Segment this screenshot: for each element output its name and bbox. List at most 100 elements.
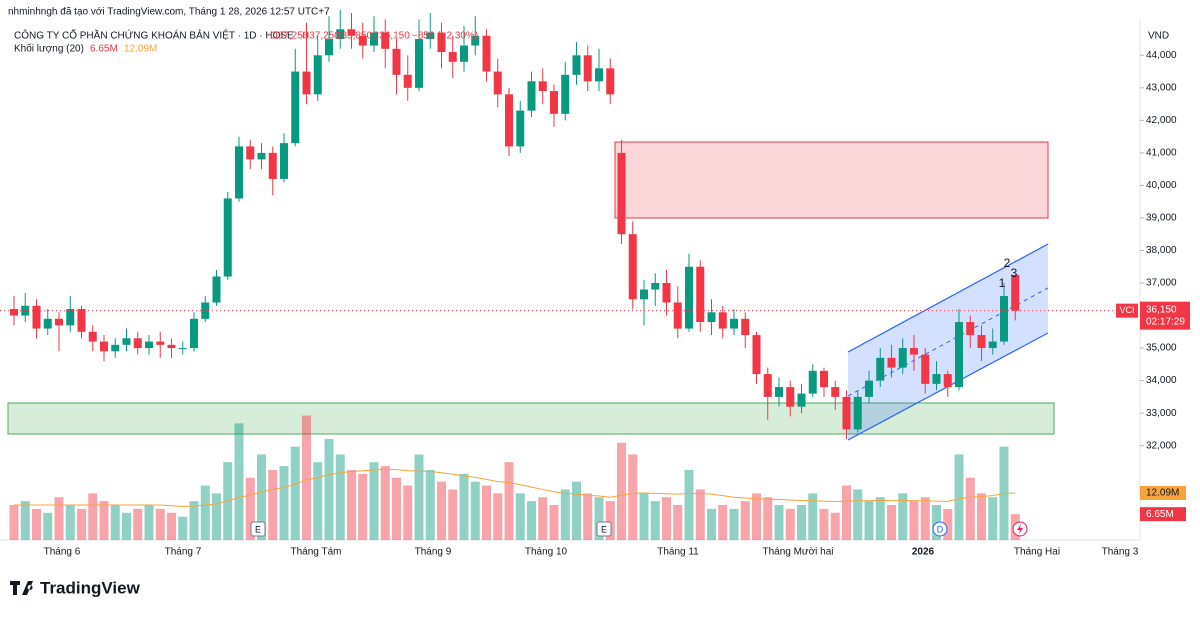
candle-body bbox=[853, 396, 862, 430]
volume-bar bbox=[144, 505, 154, 540]
candle-body bbox=[943, 374, 952, 388]
candle-body bbox=[707, 312, 716, 323]
volume-bar bbox=[313, 462, 323, 540]
volume-bar bbox=[403, 485, 413, 540]
candle-body bbox=[471, 35, 480, 46]
candle-body bbox=[696, 266, 705, 323]
drawings bbox=[7, 141, 1055, 441]
volume-bar bbox=[65, 505, 75, 540]
brand-name: TradingView bbox=[40, 578, 141, 597]
x-tick-label: 2026 bbox=[912, 547, 935, 558]
candle-body bbox=[448, 52, 457, 62]
volume-bar bbox=[448, 489, 458, 540]
volume-bar bbox=[347, 470, 356, 540]
x-tick-label: Tháng 6 bbox=[44, 547, 81, 558]
candle-body bbox=[966, 322, 975, 336]
volume-bar bbox=[943, 508, 953, 540]
volume-bar bbox=[718, 505, 728, 540]
dividend-marker-bg bbox=[932, 521, 948, 537]
wave-label: 2 bbox=[1004, 256, 1011, 270]
candle-body bbox=[88, 331, 97, 342]
volume-bar bbox=[707, 508, 716, 540]
candle-body bbox=[167, 344, 176, 349]
split-icon bbox=[1017, 524, 1023, 534]
volume-bar bbox=[594, 497, 604, 540]
candle-body bbox=[977, 335, 986, 349]
volume-bar bbox=[628, 454, 638, 540]
candle-body bbox=[358, 35, 367, 46]
volume-ma-tag: 12.09M bbox=[1146, 488, 1179, 499]
candle-body bbox=[718, 312, 727, 329]
volume-bar bbox=[290, 446, 300, 540]
candle-body bbox=[808, 370, 817, 394]
volume-bar bbox=[875, 497, 885, 540]
volume-bar bbox=[898, 493, 908, 540]
event-marker: E bbox=[255, 524, 261, 534]
volume-bar bbox=[358, 473, 368, 540]
candle-body bbox=[797, 393, 806, 407]
volume-bar bbox=[20, 501, 30, 540]
volume-bar bbox=[808, 493, 818, 540]
volume-bar bbox=[729, 508, 739, 540]
x-tick-label: Tháng 3 bbox=[1102, 547, 1139, 558]
volume-bar bbox=[977, 493, 986, 540]
countdown: 02:17:29 bbox=[1146, 316, 1185, 327]
volume-bar bbox=[549, 505, 559, 540]
volume-bar bbox=[212, 493, 221, 540]
candle-body bbox=[561, 74, 570, 114]
candle-body bbox=[775, 387, 783, 397]
ohlc-value: H37,250 bbox=[302, 31, 340, 42]
candle-body bbox=[145, 341, 153, 349]
volume-legend-value: 6.65M bbox=[90, 44, 118, 55]
candle-body bbox=[32, 305, 41, 329]
volume-bar bbox=[32, 508, 41, 540]
symbol-tag: VCI bbox=[1119, 305, 1134, 315]
candle-body bbox=[831, 387, 840, 397]
candle-body bbox=[685, 266, 693, 329]
volume-bar bbox=[122, 512, 131, 540]
volume-bar bbox=[988, 497, 998, 540]
candle-body bbox=[482, 35, 491, 72]
wave-label: 1 bbox=[999, 276, 1006, 290]
x-tick-label: Tháng Mười hai bbox=[762, 547, 833, 558]
volume-bar bbox=[493, 493, 503, 540]
volume-bar bbox=[167, 512, 176, 540]
candle-body bbox=[43, 318, 52, 329]
volume-bar bbox=[155, 508, 165, 540]
volume-bar bbox=[369, 462, 379, 540]
candle-body bbox=[505, 94, 513, 147]
candle-body bbox=[516, 110, 525, 147]
volume-bar bbox=[819, 508, 829, 540]
y-tick-label: 37,000 bbox=[1146, 278, 1177, 289]
candle-body bbox=[820, 370, 828, 388]
x-tick-label: Tháng 10 bbox=[525, 547, 568, 558]
volume-bar bbox=[515, 493, 525, 540]
candle-body bbox=[55, 318, 63, 326]
y-tick-label: 42,000 bbox=[1146, 115, 1177, 126]
volume-bar bbox=[842, 485, 851, 540]
candle-body bbox=[381, 32, 390, 49]
candle-body bbox=[932, 374, 941, 384]
candle-body bbox=[156, 341, 165, 345]
volume-bar bbox=[639, 493, 649, 540]
y-tick-label: 44,000 bbox=[1146, 50, 1177, 61]
volume-bar bbox=[88, 493, 98, 540]
volume-bar bbox=[324, 438, 334, 540]
y-tick-label: 35,000 bbox=[1146, 343, 1177, 354]
candle-body bbox=[201, 302, 210, 319]
volume-legend: Khối lượng (20) bbox=[14, 43, 84, 55]
volume-bar bbox=[583, 493, 593, 540]
candle-body bbox=[10, 309, 18, 316]
y-tick-label: 43,000 bbox=[1146, 82, 1177, 93]
candle-body bbox=[313, 55, 322, 95]
volume-bar bbox=[110, 505, 120, 540]
volume-bar bbox=[9, 505, 19, 540]
x-tick-label: Tháng Tám bbox=[291, 547, 342, 558]
volume-bar bbox=[234, 423, 244, 540]
supply-zone bbox=[614, 141, 1049, 219]
symbol-title: CÔNG TY CỔ PHẦN CHỨNG KHOÁN BẢN VIỆT · 1… bbox=[14, 29, 294, 42]
candle-body bbox=[280, 143, 288, 179]
candle-body bbox=[752, 335, 761, 375]
channel-upper bbox=[847, 243, 1049, 353]
volume-bar bbox=[763, 497, 773, 540]
